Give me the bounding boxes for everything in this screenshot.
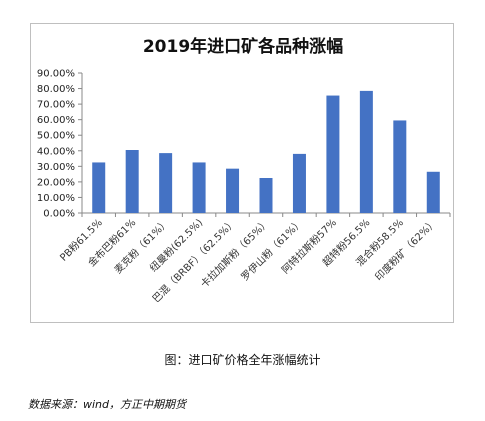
y-tick-label: 80.00% (37, 84, 75, 95)
x-tick-label: 罗伊山粉（61%） (238, 216, 305, 283)
y-tick-label: 70.00% (37, 100, 75, 111)
bar (292, 153, 306, 213)
figure-caption: 图：进口矿价格全年涨幅统计 (164, 353, 321, 367)
y-tick-label: 20.00% (37, 177, 75, 188)
y-tick-label: 60.00% (37, 115, 75, 126)
y-tick-label: 90.00% (37, 69, 75, 80)
chart-title: 2019年进口矿各品种涨幅 (143, 36, 343, 57)
bar (359, 90, 373, 213)
data-source: 数据来源：wind，方正中期期货 (28, 398, 187, 411)
bar (326, 95, 340, 213)
bar (393, 120, 407, 213)
x-tick-label: 印度粉矿（62%） (372, 216, 439, 283)
bar (259, 178, 273, 213)
y-tick-label: 50.00% (37, 131, 75, 142)
bar (125, 150, 139, 213)
bar (226, 168, 240, 213)
bar (92, 162, 106, 213)
y-tick-label: 30.00% (37, 162, 75, 173)
bar (192, 162, 206, 213)
bar (159, 153, 173, 213)
y-tick-label: 40.00% (37, 146, 75, 157)
y-tick-label: 10.00% (37, 193, 75, 204)
bar (426, 171, 440, 213)
y-tick-label: 0.00% (43, 209, 75, 220)
